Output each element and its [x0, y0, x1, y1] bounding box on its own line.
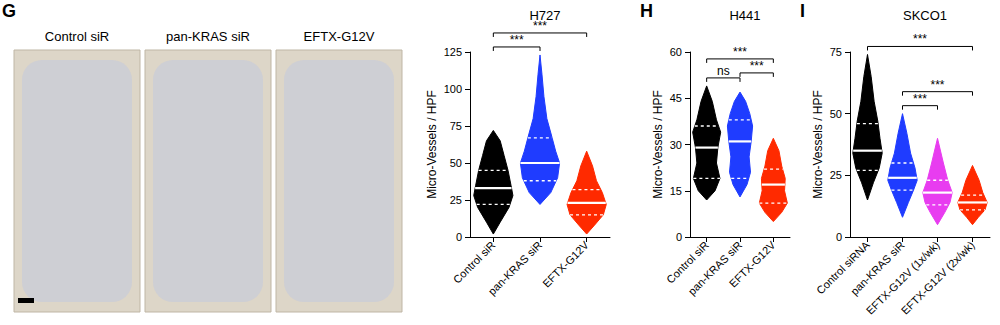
svg-text:***: *** — [913, 32, 927, 46]
svg-text:EFTX-G12V: EFTX-G12V — [540, 238, 591, 289]
svg-text:25: 25 — [830, 169, 842, 181]
svg-text:EFTX-G12V: EFTX-G12V — [727, 238, 778, 289]
svg-text:Micro-Vessels / HPF: Micro-Vessels / HPF — [425, 90, 439, 199]
svg-text:0: 0 — [456, 231, 462, 243]
svg-text:EFTX-G12V: EFTX-G12V — [304, 29, 375, 44]
svg-text:Control siR: Control siR — [451, 239, 498, 286]
svg-text:Micro-Vessels / HPF: Micro-Vessels / HPF — [651, 90, 665, 199]
svg-text:***: *** — [733, 45, 747, 59]
svg-text:Micro-Vessels / HPF: Micro-Vessels / HPF — [811, 90, 825, 199]
svg-text:Control siRNA: Control siRNA — [814, 238, 872, 297]
svg-text:75: 75 — [830, 46, 842, 58]
svg-text:***: *** — [510, 33, 524, 47]
svg-text:50: 50 — [830, 108, 842, 120]
svg-text:25: 25 — [450, 194, 462, 206]
svg-text:0: 0 — [836, 231, 842, 243]
svg-text:30: 30 — [670, 139, 682, 151]
svg-text:Control siR: Control siR — [45, 29, 109, 44]
svg-text:pan-KRAS siR: pan-KRAS siR — [166, 29, 250, 44]
svg-text:pan-KRAS siR: pan-KRAS siR — [486, 239, 545, 298]
svg-text:0: 0 — [676, 231, 682, 243]
svg-text:***: *** — [750, 59, 764, 73]
svg-text:Control siR: Control siR — [664, 238, 711, 286]
svg-text:100: 100 — [444, 83, 462, 95]
svg-text:ns: ns — [717, 64, 730, 78]
svg-text:pan-KRAS siR: pan-KRAS siR — [848, 238, 907, 298]
svg-text:***: *** — [913, 92, 927, 106]
svg-text:60: 60 — [670, 46, 682, 58]
svg-text:50: 50 — [450, 157, 462, 169]
svg-text:G: G — [2, 1, 16, 21]
svg-text:pan-KRAS siR: pan-KRAS siR — [685, 238, 745, 298]
svg-text:H441: H441 — [729, 8, 760, 23]
svg-text:***: *** — [930, 78, 944, 92]
svg-text:H727: H727 — [529, 8, 560, 23]
svg-text:125: 125 — [444, 46, 462, 58]
svg-text:I: I — [800, 1, 805, 21]
svg-text:75: 75 — [450, 120, 462, 132]
svg-text:EFTX-G12V (2x/wk): EFTX-G12V (2x/wk) — [899, 239, 977, 317]
svg-text:H: H — [640, 1, 653, 21]
svg-text:45: 45 — [670, 92, 682, 104]
svg-text:EFTX-G12V (1x/wk): EFTX-G12V (1x/wk) — [863, 238, 942, 317]
svg-text:SKCO1: SKCO1 — [903, 8, 947, 23]
svg-text:15: 15 — [670, 185, 682, 197]
